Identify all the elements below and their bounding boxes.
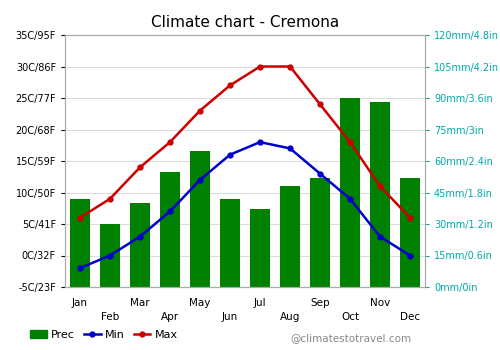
Bar: [190, 150, 210, 287]
Text: Dec: Dec: [400, 312, 420, 322]
Bar: [100, 224, 120, 287]
Text: Feb: Feb: [101, 312, 119, 322]
Text: Jan: Jan: [72, 298, 88, 308]
Bar: [340, 98, 360, 287]
Text: Apr: Apr: [161, 312, 179, 322]
Bar: [250, 209, 270, 287]
Bar: [70, 199, 90, 287]
Bar: [280, 186, 300, 287]
Bar: [130, 203, 150, 287]
Text: Aug: Aug: [280, 312, 300, 322]
Text: Nov: Nov: [370, 298, 390, 308]
Bar: [400, 178, 420, 287]
Legend: Prec, Min, Max: Prec, Min, Max: [26, 326, 182, 344]
Text: @climatestotravel.com: @climatestotravel.com: [290, 333, 411, 343]
Text: Jul: Jul: [254, 298, 266, 308]
Text: Mar: Mar: [130, 298, 150, 308]
Text: Jun: Jun: [222, 312, 238, 322]
Bar: [310, 178, 330, 287]
Bar: [370, 102, 390, 287]
Text: May: May: [190, 298, 210, 308]
Title: Climate chart - Cremona: Climate chart - Cremona: [151, 15, 339, 30]
Text: Oct: Oct: [341, 312, 359, 322]
Text: Sep: Sep: [310, 298, 330, 308]
Bar: [160, 172, 180, 287]
Bar: [220, 199, 240, 287]
